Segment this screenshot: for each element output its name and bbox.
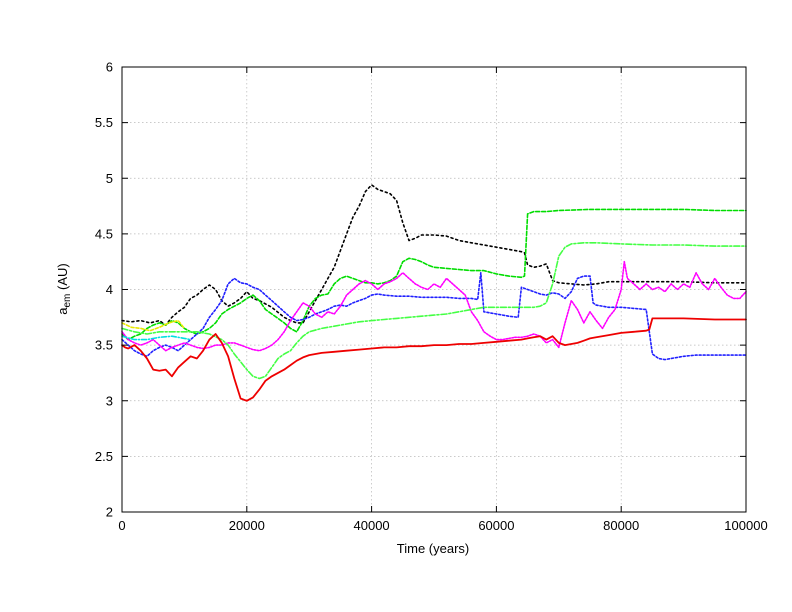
y-tick-label: 4.5 [95,226,113,241]
axis-ticks [121,66,747,513]
y-tick-label: 5.5 [95,115,113,130]
series-line-3 [121,272,747,361]
y-tick-label: 3.5 [95,338,113,353]
plot-series [121,184,747,402]
series-line-1 [121,184,747,326]
series-line-6 [121,319,186,332]
x-axis-title: Time (years) [397,541,469,556]
y-tick-label: 6 [106,60,113,75]
y-axis-title-unit: (AU) [55,263,70,293]
y-tick-label: 5 [106,171,113,186]
x-tick-label: 0 [118,518,125,533]
series-line-8 [121,317,747,402]
y-axis-tick-labels: 2 2.5 3 3.5 4 4.5 5 5.5 6 [95,60,113,520]
x-tick-label: 20000 [229,518,265,533]
y-tick-label: 2.5 [95,449,113,464]
x-axis-tick-labels: 0 20000 40000 60000 80000 100000 [118,518,767,533]
y-axis-title: aem (AU) [55,263,73,314]
y-axis-title-subscript: em [62,294,73,308]
series-line-7 [121,335,192,341]
x-tick-label: 100000 [724,518,767,533]
series-line-2 [121,208,747,341]
series-line-5 [121,242,747,380]
y-axis-title-main: a [55,307,70,315]
y-tick-label: 3 [106,393,113,408]
y-tick-label: 4 [106,282,113,297]
x-tick-label: 60000 [478,518,514,533]
x-tick-label: 80000 [603,518,639,533]
x-tick-label: 40000 [354,518,390,533]
y-tick-label: 2 [106,505,113,520]
